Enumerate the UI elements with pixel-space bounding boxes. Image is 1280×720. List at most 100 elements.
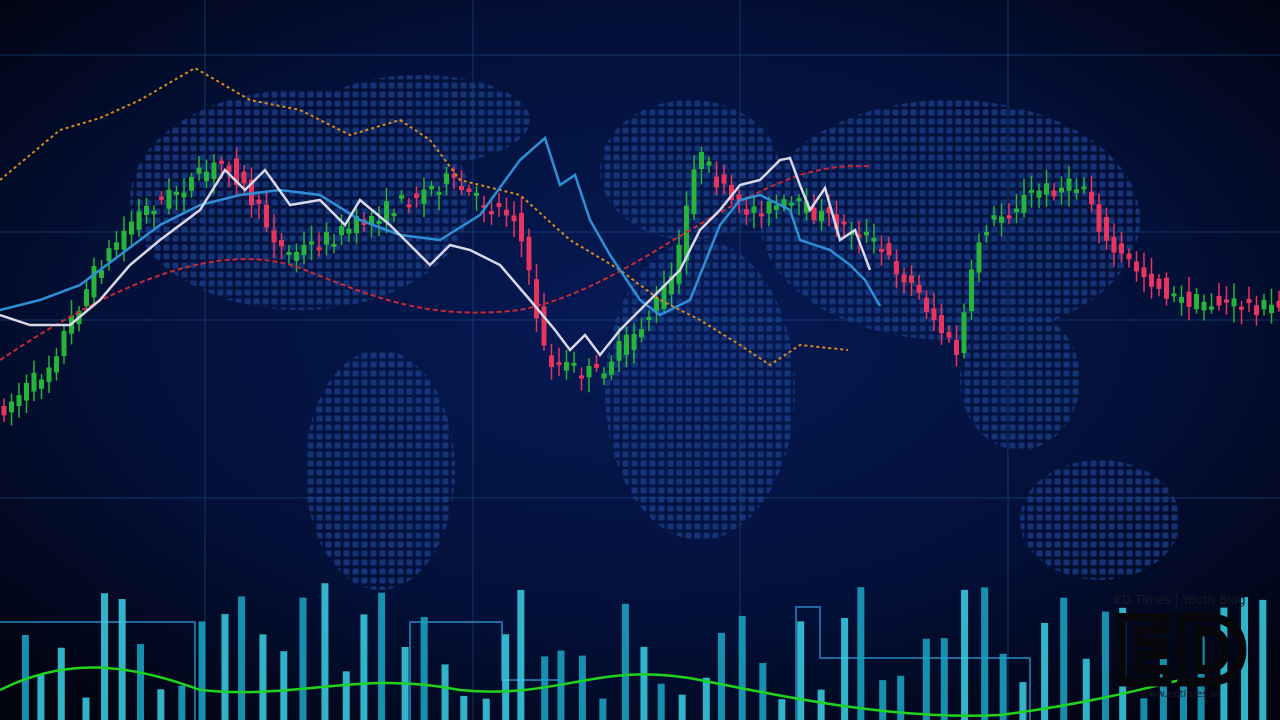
volume-bar xyxy=(717,632,725,720)
volume-bar xyxy=(1101,611,1109,720)
volume-bar xyxy=(37,674,45,720)
candle-body xyxy=(414,193,419,198)
candle-body xyxy=(609,361,614,375)
candle-body xyxy=(654,297,659,312)
candle-body xyxy=(24,382,29,401)
volume-bar xyxy=(299,597,307,720)
candle-body xyxy=(901,274,907,283)
candle-body xyxy=(496,202,502,207)
candle-body xyxy=(991,215,997,220)
candle-body xyxy=(316,247,322,251)
candle-body xyxy=(586,365,592,378)
candle-body xyxy=(331,243,337,247)
candle-body xyxy=(826,207,832,214)
volume-bar xyxy=(599,698,607,720)
volume-bar xyxy=(578,655,586,720)
candle-body xyxy=(924,297,929,312)
candle-body xyxy=(736,194,742,202)
candle-body xyxy=(1066,178,1072,191)
candle-body xyxy=(789,202,794,206)
candle-body xyxy=(279,239,284,247)
volume-bar xyxy=(640,646,648,720)
candle-body xyxy=(211,162,217,180)
candle-body xyxy=(751,206,757,213)
volume-bar xyxy=(82,697,90,720)
candle-body xyxy=(706,161,712,166)
candle-body xyxy=(909,275,914,283)
candle-body xyxy=(256,199,262,204)
candle-body xyxy=(1141,267,1147,278)
candle-body xyxy=(144,205,149,216)
volume-bar xyxy=(1241,597,1249,720)
candle-body xyxy=(969,269,974,312)
candle-body xyxy=(1254,305,1259,316)
candle-body xyxy=(601,373,607,379)
candle-body xyxy=(631,334,637,351)
candle-body xyxy=(121,230,127,250)
candle-body xyxy=(879,248,884,252)
candle-body xyxy=(984,232,989,236)
candle-body xyxy=(684,205,689,261)
candle-body xyxy=(864,231,869,236)
candle-body xyxy=(1231,298,1237,307)
volume-bar xyxy=(922,638,930,720)
candle-body xyxy=(856,234,862,238)
candle-body xyxy=(114,242,119,250)
candle-body xyxy=(369,215,374,225)
volume-bar xyxy=(1060,597,1068,720)
volume-bar xyxy=(460,695,468,720)
candle-body xyxy=(189,177,194,191)
candle-body xyxy=(624,334,629,355)
volume-bar xyxy=(1159,638,1167,720)
volume-bar xyxy=(1220,607,1228,720)
volume-bar xyxy=(517,589,525,720)
candle-body xyxy=(91,265,97,298)
volume-bar xyxy=(57,647,65,720)
volume-bar xyxy=(678,694,686,720)
candle-body xyxy=(136,211,142,230)
candle-body xyxy=(954,339,959,355)
volume-bar xyxy=(198,621,206,720)
candle-body xyxy=(9,401,14,413)
candle-body xyxy=(841,221,847,225)
candle-body xyxy=(226,165,232,173)
candle-body xyxy=(391,213,397,217)
candle-body xyxy=(436,192,442,196)
candle-body xyxy=(504,209,509,216)
volume-bar xyxy=(221,614,229,720)
candle-body xyxy=(669,275,674,295)
candle-body xyxy=(1119,243,1124,254)
candle-body xyxy=(1156,278,1162,289)
candle-body xyxy=(811,207,817,221)
candle-body xyxy=(556,362,562,366)
candle-body xyxy=(534,279,539,319)
volume-bar xyxy=(178,685,186,720)
candle-body xyxy=(489,211,494,215)
volume-bar xyxy=(238,596,246,720)
volume-bar xyxy=(897,675,905,720)
volume-bar xyxy=(702,677,710,720)
candle-body xyxy=(444,173,449,184)
volume-bar xyxy=(1019,682,1027,720)
candle-body xyxy=(1051,190,1057,197)
candle-body xyxy=(699,152,704,169)
candle-body xyxy=(1246,299,1252,304)
volume-bar xyxy=(961,589,969,720)
candle-body xyxy=(511,215,517,222)
candle-body xyxy=(181,192,187,198)
candle-body xyxy=(151,210,157,215)
candle-body xyxy=(376,220,382,224)
candle-body xyxy=(1014,208,1019,213)
candle-body xyxy=(526,236,532,271)
candle-body xyxy=(129,221,134,235)
candle-body xyxy=(519,212,524,242)
candle-body xyxy=(616,340,622,361)
candle-body xyxy=(174,191,179,195)
candle-body xyxy=(1006,215,1012,219)
candle-body xyxy=(1209,306,1214,310)
candle-body xyxy=(939,315,944,334)
candle-body xyxy=(796,198,802,202)
candle-body xyxy=(931,308,937,321)
volume-bar xyxy=(841,618,849,720)
